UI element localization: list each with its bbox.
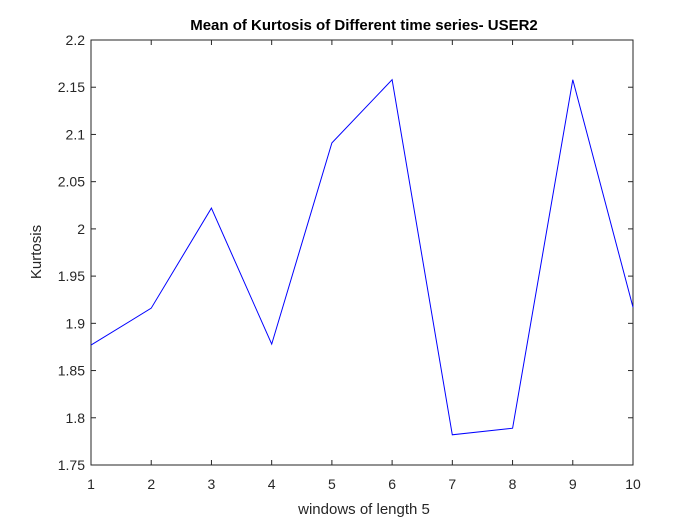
y-tick-label: 1.8 — [66, 410, 86, 426]
chart-title: Mean of Kurtosis of Different time serie… — [190, 17, 538, 34]
x-tick-label: 5 — [328, 476, 336, 492]
x-tick-label: 1 — [87, 476, 95, 492]
x-tick-label: 10 — [625, 476, 641, 492]
x-tick-label: 4 — [268, 476, 276, 492]
y-tick-label: 2 — [77, 221, 85, 237]
x-tick-label: 3 — [208, 476, 216, 492]
x-tick-label: 6 — [388, 476, 396, 492]
y-tick-label: 2.2 — [66, 32, 86, 48]
y-tick-label: 1.9 — [66, 315, 86, 331]
y-tick-label: 1.85 — [58, 363, 85, 379]
x-tick-label: 7 — [448, 476, 456, 492]
x-tick-label: 9 — [569, 476, 577, 492]
y-tick-label: 2.15 — [58, 79, 85, 95]
axes-box — [90, 39, 634, 466]
x-tick-label: 2 — [147, 476, 155, 492]
series-line — [90, 78, 634, 436]
plot-area: 1 2 3 4 5 6 7 8 9 10 1.75 1.8 1.85 1.9 1.95 2 2.05 2.1 2.1… — [58, 32, 641, 492]
x-axis-label: windows of length 5 — [297, 501, 430, 518]
y-tick-label: 2.05 — [58, 174, 85, 190]
x-tick-label: 8 — [509, 476, 517, 492]
y-tick-label: 1.95 — [58, 268, 85, 284]
y-tick-label: 1.75 — [58, 457, 85, 473]
y-tick-label: 2.1 — [66, 126, 86, 142]
y-axis-label: Kurtosis — [28, 225, 45, 279]
